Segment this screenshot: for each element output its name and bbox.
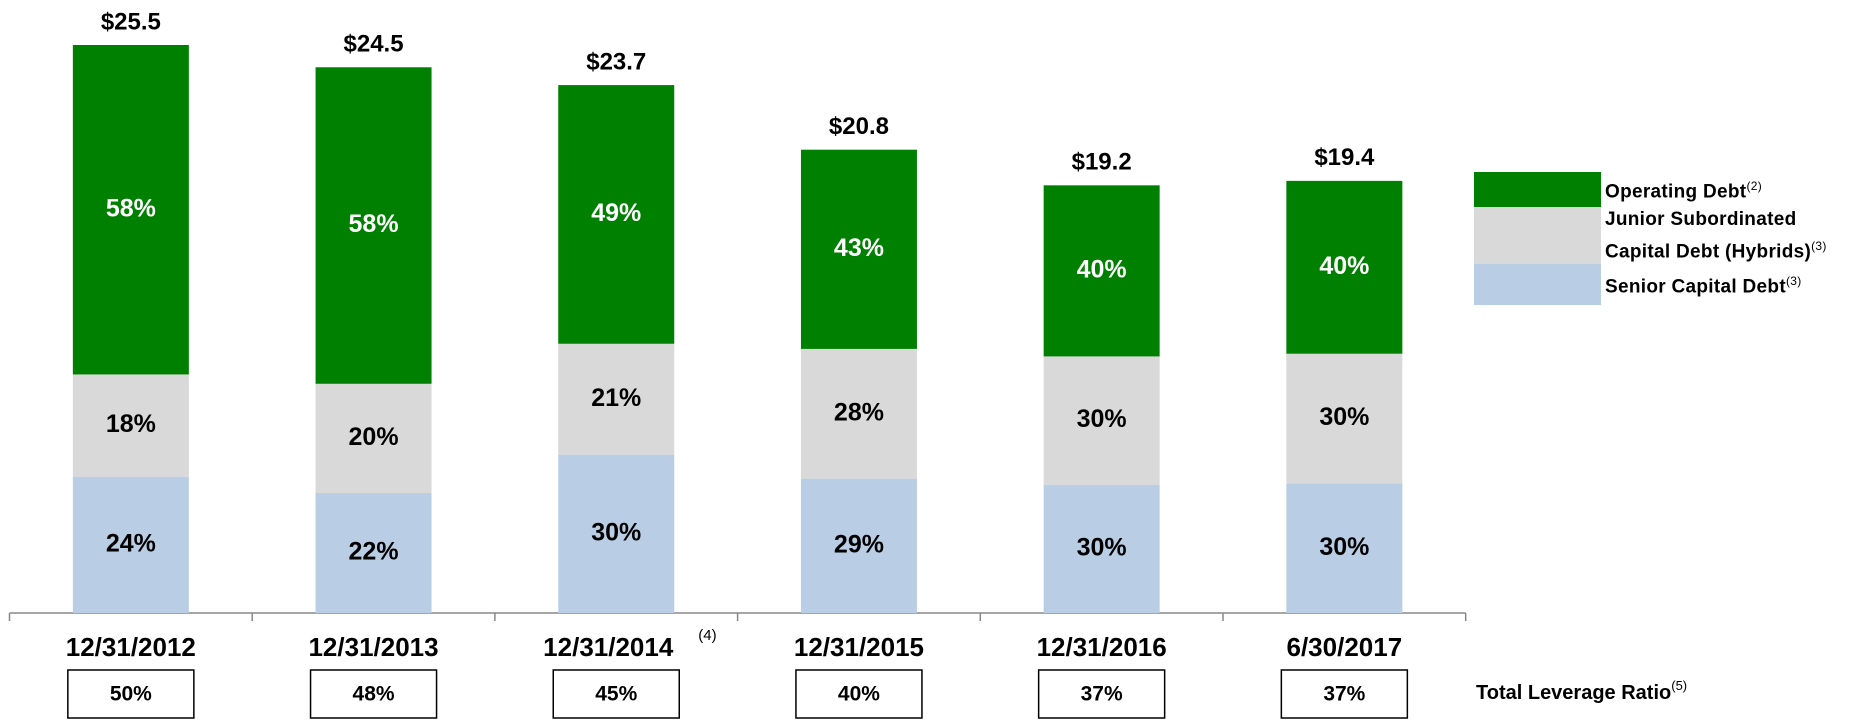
segment-label: 43% xyxy=(834,234,884,262)
ratio-label: 48% xyxy=(353,683,395,706)
segment-label: 21% xyxy=(591,384,641,412)
legend-note: (3) xyxy=(1785,274,1802,289)
x-tick-label: 12/31/2016 xyxy=(1037,632,1167,662)
segment-label: 58% xyxy=(106,194,156,222)
segment-label: 30% xyxy=(1077,533,1127,561)
ratio-note: (5) xyxy=(1671,678,1687,693)
total-label: $19.4 xyxy=(1314,144,1375,171)
legend-swatch xyxy=(1474,172,1601,207)
legend-item: Junior Subordinated Capital Debt (Hybrid… xyxy=(1474,207,1859,264)
segment-label: 24% xyxy=(106,529,156,557)
ratio-box xyxy=(1280,669,1409,719)
legend-swatch xyxy=(1474,264,1601,305)
legend-note: (3) xyxy=(1811,238,1827,253)
segment-label: 30% xyxy=(591,518,641,546)
ratio-label: 50% xyxy=(110,683,152,706)
ratio-label: 45% xyxy=(595,683,637,706)
bar-segment xyxy=(72,476,189,613)
bar-segment xyxy=(1043,356,1160,485)
bar-segment xyxy=(558,85,675,344)
bar-segment xyxy=(558,454,675,613)
segment-label: 22% xyxy=(349,538,399,566)
total-label: $20.8 xyxy=(829,113,889,140)
ratio-box xyxy=(795,669,923,719)
x-tick-label: 12/31/2014 xyxy=(543,632,674,662)
bar-segment xyxy=(800,348,917,479)
segment-label: 49% xyxy=(591,199,641,227)
legend-name: Junior Subordinated Capital Debt (Hybrid… xyxy=(1605,208,1812,263)
legend-name: Senior Capital Debt xyxy=(1605,276,1786,298)
bar-segment xyxy=(315,492,432,613)
ratio-box xyxy=(1037,669,1166,719)
bar-segment xyxy=(558,343,675,455)
bar-segment xyxy=(1286,180,1403,354)
bar-segment xyxy=(315,383,432,493)
ratio-label: 40% xyxy=(838,683,880,706)
total-label: $23.7 xyxy=(586,48,646,75)
legend-note: (2) xyxy=(1746,179,1763,194)
segment-label: 30% xyxy=(1077,405,1127,433)
segment-label: 58% xyxy=(349,210,399,238)
category-note: (4) xyxy=(698,627,716,644)
x-tick-label: 6/30/2017 xyxy=(1287,632,1403,662)
segment-label: 40% xyxy=(1319,252,1369,280)
ratio-title-text: Total Leverage Ratio xyxy=(1476,682,1671,704)
segment-label: 20% xyxy=(349,423,399,451)
ratio-label: 37% xyxy=(1323,683,1365,706)
bar-segment xyxy=(1286,353,1403,484)
bar-segment xyxy=(72,45,189,375)
x-tick-label: 12/31/2012 xyxy=(66,632,196,662)
ratio-box xyxy=(552,669,680,719)
bar-segment xyxy=(800,478,917,613)
segment-label: 18% xyxy=(106,410,156,438)
total-label: $24.5 xyxy=(344,31,404,58)
bar-segment xyxy=(1043,484,1160,613)
ratio-label: 37% xyxy=(1081,683,1123,706)
bar-segment xyxy=(315,67,432,384)
segment-label: 30% xyxy=(1319,403,1369,431)
ratio-title: Total Leverage Ratio(5) xyxy=(1476,678,1687,704)
legend: Operating Debt(2) Junior Subordinated Cap… xyxy=(1474,172,1859,305)
legend-swatch xyxy=(1474,207,1601,264)
bar-segment xyxy=(1286,483,1403,613)
segment-label: 28% xyxy=(834,398,884,426)
x-tick-label: 12/31/2013 xyxy=(308,632,438,662)
bar-segment xyxy=(72,374,189,477)
legend-item: Operating Debt(2) xyxy=(1474,172,1859,207)
legend-item: Senior Capital Debt(3) xyxy=(1474,264,1859,305)
legend-label: Senior Capital Debt(3) xyxy=(1601,268,1845,300)
ratio-box xyxy=(309,669,438,719)
ratio-box xyxy=(67,669,195,719)
bar-segment xyxy=(800,149,917,349)
bar-segment xyxy=(1043,185,1160,357)
segment-label: 29% xyxy=(834,530,884,558)
legend-label: Operating Debt(2) xyxy=(1601,173,1845,205)
legend-label: Junior Subordinated Capital Debt (Hybrid… xyxy=(1601,206,1845,265)
x-tick-label: 12/31/2015 xyxy=(794,632,924,662)
total-label: $25.5 xyxy=(101,8,161,35)
segment-label: 30% xyxy=(1319,533,1369,561)
total-label: $19.2 xyxy=(1072,149,1132,176)
segment-label: 40% xyxy=(1077,255,1127,283)
legend-name: Operating Debt xyxy=(1605,181,1747,203)
